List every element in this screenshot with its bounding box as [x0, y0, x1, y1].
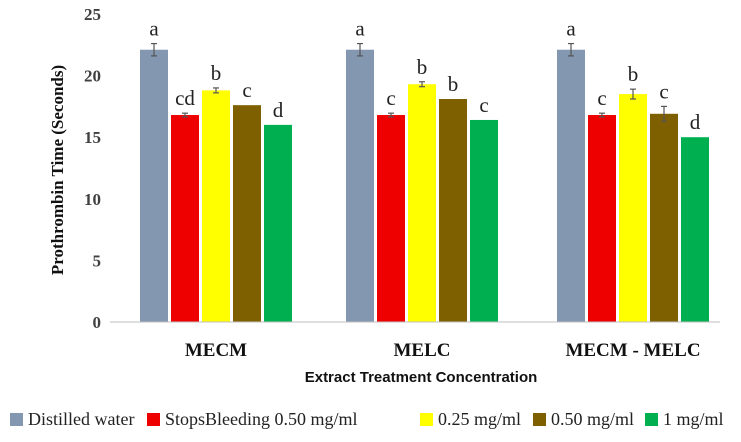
significance-letter-2-2: c: [386, 86, 395, 110]
significance-letter-1-2: cd: [175, 86, 195, 110]
y-tick-label: 5: [93, 251, 102, 270]
legend-swatch-1: [10, 413, 23, 426]
category-label-1: MECM: [185, 340, 247, 361]
bar-1-2: [171, 115, 199, 322]
bar-3-3: [619, 94, 647, 322]
legend-label-2: StopsBleeding 0.50 mg/ml: [165, 409, 358, 429]
legend-label-5: 1 mg/ml: [663, 409, 724, 429]
category-label-3: MECM - MELC: [565, 340, 700, 361]
legend-swatch-2: [147, 413, 160, 426]
legend-label-1: Distilled water: [28, 409, 134, 429]
significance-letter-1-3: b: [211, 61, 222, 85]
y-tick-label: 15: [84, 128, 101, 147]
bar-2-2: [377, 115, 405, 322]
bar-3-4: [650, 113, 678, 323]
bar-1-3: [202, 90, 230, 322]
legend-label-3: 0.25 mg/ml: [438, 409, 521, 429]
significance-letter-1-5: d: [273, 98, 284, 122]
legend-swatch-4: [533, 413, 546, 426]
significance-letter-3-5: d: [690, 110, 701, 134]
bar-2-4: [439, 99, 467, 323]
significance-letter-2-4: b: [448, 72, 459, 96]
legend-swatch-5: [645, 413, 658, 426]
legend-swatch-3: [420, 413, 433, 426]
y-tick-label: 10: [84, 190, 101, 209]
significance-letter-3-3: b: [628, 62, 639, 86]
y-tick-label: 0: [93, 313, 102, 332]
significance-letter-3-2: c: [597, 86, 606, 110]
bar-3-1: [557, 49, 585, 323]
bar-3-5: [681, 137, 709, 322]
bar-2-5: [470, 119, 498, 323]
significance-letter-2-3: b: [417, 55, 428, 79]
y-tick-label: 25: [84, 5, 101, 24]
bar-2-3: [408, 84, 436, 322]
significance-letter-3-1: a: [566, 17, 576, 41]
y-axis-label: Prothrombin Time (Seconds): [48, 65, 67, 275]
category-label-2: MELC: [394, 340, 451, 361]
bar-3-2: [588, 115, 616, 322]
significance-letter-1-1: a: [149, 17, 159, 41]
significance-letter-2-5: c: [479, 93, 488, 117]
bar-1-5: [264, 124, 292, 322]
legend-label-4: 0.50 mg/ml: [551, 409, 634, 429]
significance-letter-1-4: c: [242, 78, 251, 102]
bar-1-4: [233, 105, 261, 322]
significance-letter-3-4: c: [659, 79, 668, 103]
y-tick-label: 20: [84, 67, 101, 86]
bar-1-1: [140, 49, 168, 323]
significance-letter-2-1: a: [355, 17, 365, 41]
bar-2-1: [346, 49, 374, 323]
x-axis-label: Extract Treatment Concentration: [305, 369, 538, 386]
